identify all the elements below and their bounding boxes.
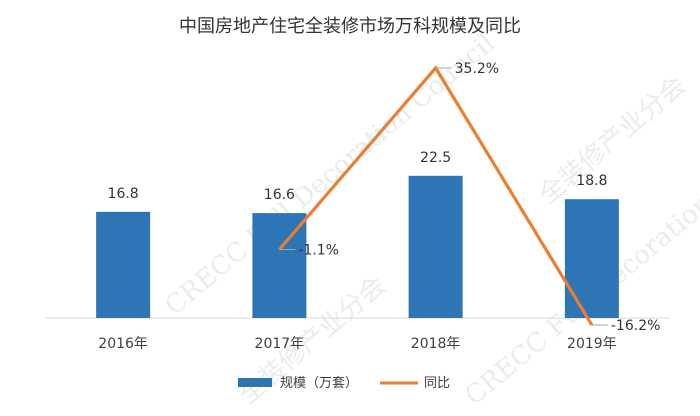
line-label-1: -1.1%	[298, 243, 339, 259]
legend-line-label: 同比	[424, 376, 450, 391]
x-tick-label-1: 2017年	[255, 336, 305, 352]
bar-label-1: 16.6	[264, 187, 295, 203]
x-tick-label-3: 2019年	[567, 336, 617, 352]
bar-label-0: 16.8	[108, 186, 139, 202]
legend-bar-label: 规模（万套）	[280, 375, 358, 391]
x-tick-label-0: 2016年	[98, 336, 148, 352]
bar-0	[96, 211, 151, 318]
legend-bar-swatch	[238, 378, 272, 387]
bar-label-3: 18.8	[576, 173, 607, 189]
line-label-3: -16.2%	[611, 318, 661, 334]
bar-2	[408, 175, 463, 318]
bar-label-2: 22.5	[420, 150, 451, 166]
line-label-2: 35.2%	[455, 61, 499, 77]
chart-title: 中国房地产住宅全装修市场万科规模及同比	[179, 16, 521, 37]
x-tick-label-2: 2018年	[411, 336, 461, 352]
bar-3	[564, 199, 619, 318]
